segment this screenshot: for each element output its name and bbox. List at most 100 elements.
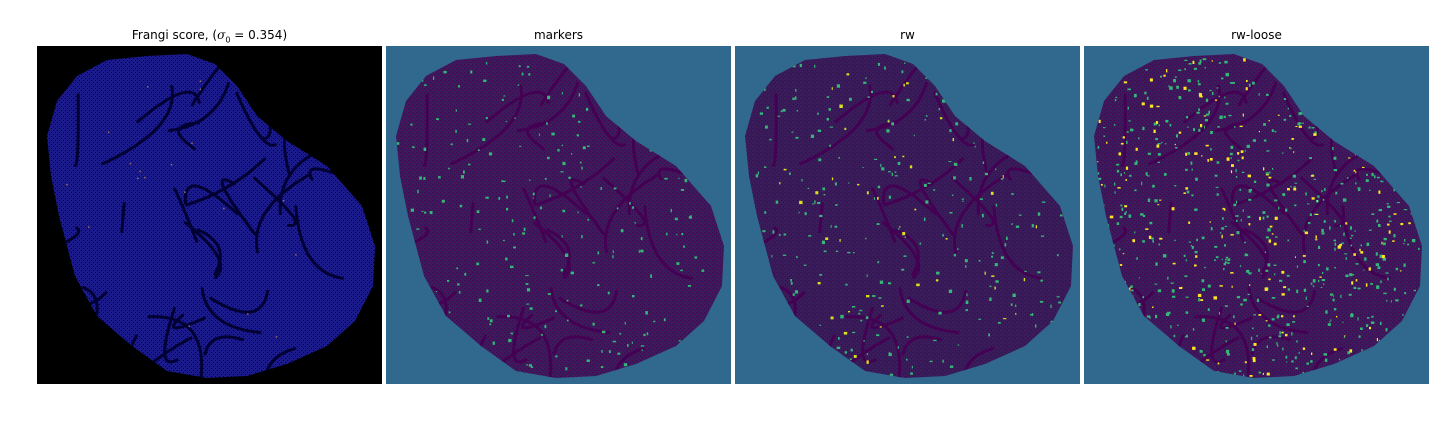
accent-pixel: [1122, 253, 1125, 255]
marker-pixel: [1176, 134, 1178, 138]
accent-pixel: [1368, 267, 1371, 271]
accent-pixel: [1174, 143, 1176, 146]
marker-pixel: [645, 311, 648, 315]
accent-pixel: [843, 331, 848, 335]
marker-pixel: [1147, 175, 1150, 177]
marker-pixel: [822, 187, 826, 191]
marker-pixel: [1165, 312, 1170, 316]
marker-pixel: [1345, 257, 1347, 260]
accent-pixel: [1171, 207, 1175, 211]
accent-pixel: [1185, 152, 1188, 156]
marker-pixel: [780, 110, 783, 113]
marker-pixel: [582, 146, 586, 150]
marker-pixel: [765, 125, 768, 129]
marker-pixel: [632, 206, 635, 209]
marker-pixel: [876, 223, 880, 225]
tissue-region: [745, 54, 1073, 378]
marker-pixel: [1198, 298, 1200, 302]
vessel: [522, 187, 548, 243]
marker-pixel: [1098, 177, 1102, 180]
marker-pixel: [792, 293, 795, 296]
marker-pixel: [1305, 192, 1307, 196]
marker-pixel: [1314, 131, 1317, 135]
marker-pixel: [676, 262, 680, 265]
marker-pixel: [1118, 248, 1121, 251]
marker-pixel: [1387, 277, 1389, 281]
accent-pixel: [1376, 338, 1378, 342]
marker-pixel: [1329, 293, 1334, 296]
marker-pixel: [1127, 88, 1131, 91]
marker-pixel: [502, 180, 506, 182]
accent-pixel: [1336, 315, 1338, 318]
marker-pixel: [476, 262, 480, 266]
highlight-pixel: [184, 191, 186, 193]
marker-pixel: [423, 176, 426, 180]
highlight-pixel: [247, 313, 249, 315]
vessel: [933, 91, 975, 147]
accent-pixel: [1355, 171, 1357, 174]
accent-pixel: [1163, 74, 1166, 77]
marker-pixel: [910, 372, 913, 375]
marker-pixel: [1264, 251, 1267, 253]
vessel: [898, 287, 960, 334]
marker-pixel: [819, 214, 823, 218]
vessel: [1256, 289, 1317, 314]
accent-pixel: [1265, 320, 1268, 322]
accent-pixel: [1313, 133, 1317, 136]
accent-pixel: [1249, 284, 1251, 286]
marker-pixel: [766, 106, 769, 109]
accent-pixel: [1258, 131, 1260, 133]
highlight-pixel: [139, 170, 141, 173]
marker-pixel: [1403, 242, 1405, 245]
marker-pixel: [1367, 317, 1370, 319]
vessel: [907, 289, 968, 314]
marker-pixel: [1252, 139, 1256, 142]
accent-pixel: [1243, 58, 1246, 62]
marker-pixel: [617, 352, 621, 355]
vessel: [120, 202, 126, 234]
vessel: [1148, 84, 1221, 166]
marker-pixel: [1217, 126, 1220, 128]
marker-pixel: [865, 77, 867, 79]
marker-pixel: [466, 138, 469, 143]
marker-pixel: [1155, 314, 1158, 319]
accent-pixel: [1382, 255, 1385, 259]
marker-pixel: [1187, 79, 1191, 83]
accent-pixel: [1200, 299, 1204, 301]
marker-pixel: [755, 174, 759, 178]
marker-pixel: [1221, 227, 1225, 230]
marker-pixel: [1309, 157, 1312, 160]
marker-pixel: [1273, 264, 1277, 266]
marker-pixel: [570, 271, 574, 275]
marker-pixel: [1194, 250, 1198, 254]
accent-pixel: [1249, 375, 1253, 377]
marker-pixel: [1205, 113, 1210, 116]
marker-pixel: [965, 300, 969, 304]
marker-pixel: [790, 282, 793, 285]
marker-pixel: [540, 206, 542, 210]
marker-pixel: [1266, 183, 1270, 187]
marker-pixel: [608, 350, 611, 353]
marker-pixel: [436, 118, 439, 121]
title-suffix: = 0.354): [230, 28, 288, 42]
marker-pixel: [1209, 89, 1212, 92]
marker-pixel: [1349, 237, 1352, 239]
vessel: [549, 287, 611, 334]
marker-pixel: [778, 234, 781, 236]
marker-pixel: [771, 254, 773, 258]
marker-pixel: [1300, 122, 1304, 124]
marker-pixel: [762, 230, 766, 233]
marker-pixel: [948, 289, 953, 293]
marker-pixel: [981, 213, 984, 218]
marker-pixel: [978, 259, 981, 262]
accent-pixel: [1295, 126, 1298, 127]
marker-pixel: [1330, 319, 1332, 321]
marker-pixel: [560, 268, 563, 272]
marker-pixel: [1387, 205, 1391, 208]
accent-pixel: [1263, 167, 1265, 171]
accent-pixel: [1148, 235, 1152, 239]
vessel: [657, 167, 685, 181]
highlight-pixel: [66, 183, 68, 186]
marker-pixel: [423, 147, 427, 151]
accent-pixel: [1188, 221, 1191, 224]
